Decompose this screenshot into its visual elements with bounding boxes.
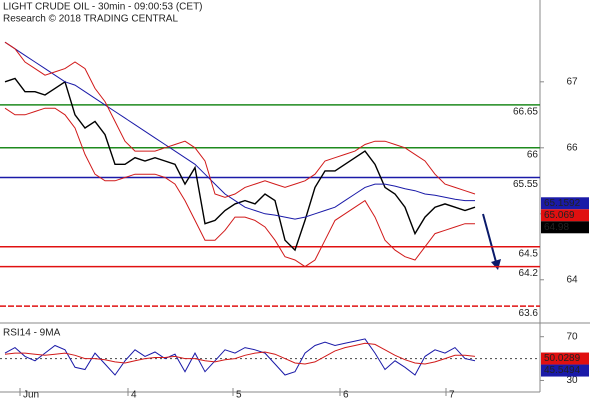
y-tick-label: 64 bbox=[566, 274, 578, 285]
rsi-title: RSI14 - 9MA bbox=[3, 328, 61, 339]
chart-subtitle: Research © 2018 TRADING CENTRAL bbox=[3, 14, 178, 25]
price-tag bbox=[541, 364, 589, 377]
x-tick-label: Jun bbox=[23, 390, 39, 400]
level-label: 64.2 bbox=[519, 268, 539, 279]
y-tick-label: 70 bbox=[566, 331, 578, 342]
series-line bbox=[4, 107, 475, 268]
price-tag bbox=[541, 197, 589, 210]
level-label: 66 bbox=[527, 149, 539, 160]
x-tick-label: 7 bbox=[449, 390, 455, 400]
chart-title: LIGHT CRUDE OIL - 30min - 09:00:53 (CET) bbox=[3, 2, 203, 13]
price-tag-label: 65.069 bbox=[544, 210, 575, 221]
y-tick-label: 30 bbox=[566, 375, 578, 386]
arrow bbox=[482, 213, 497, 263]
y-tick-label: 66 bbox=[566, 142, 578, 153]
price-tag bbox=[541, 209, 589, 222]
level-label: 66.65 bbox=[513, 107, 538, 118]
price-tag bbox=[541, 221, 589, 234]
price-tag-label: 64.98 bbox=[544, 222, 569, 233]
y-tick-label: 67 bbox=[566, 76, 578, 87]
price-tag bbox=[541, 352, 589, 365]
series-line bbox=[4, 342, 476, 365]
series-line bbox=[4, 77, 476, 252]
price-tag-label: 50.0289 bbox=[544, 353, 581, 364]
series-line bbox=[4, 41, 475, 220]
price-tag-label: 65.1592 bbox=[544, 198, 581, 209]
x-tick-label: 5 bbox=[236, 390, 242, 400]
x-tick-label: 6 bbox=[343, 390, 349, 400]
level-label: 63.6 bbox=[519, 308, 539, 319]
price-tag-label: 45.5494 bbox=[544, 365, 581, 376]
level-label: 65.55 bbox=[513, 179, 538, 190]
level-label: 64.5 bbox=[519, 248, 539, 259]
series-line bbox=[4, 41, 476, 198]
series-line bbox=[4, 338, 476, 376]
x-tick-label: 4 bbox=[131, 390, 137, 400]
